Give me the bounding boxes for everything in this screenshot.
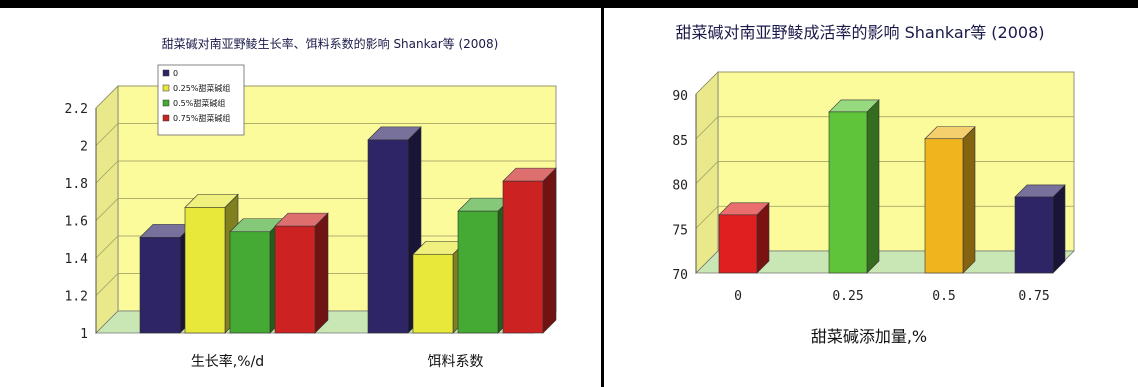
bar-front: [457, 210, 499, 334]
y-tick-label: 1: [80, 327, 88, 342]
y-tick-label: 1.2: [65, 290, 88, 305]
bar-front: [367, 139, 409, 334]
gridline: [95, 123, 556, 146]
bar-0: [718, 202, 770, 274]
bar-feed-series-2: [457, 197, 512, 334]
bar-growth-series-3: [274, 212, 329, 334]
gridline: [95, 85, 556, 109]
y-tick-label: 85: [672, 134, 688, 149]
x-category-label: 饵料系数: [428, 354, 484, 370]
bar-0.5: [924, 126, 976, 274]
y-tick-label: 1.4: [65, 252, 89, 267]
x-category-label: 生长率,%/d: [191, 353, 264, 370]
gridline: [695, 71, 1074, 95]
bar-front: [718, 214, 758, 274]
legend-swatch: [162, 84, 170, 92]
bar-front: [139, 237, 181, 334]
growth-feed-chart: 甜菜碱对南亚野鲮生长率、饵料系数的影响 Shankar等 (2008) 1 1.2…: [65, 36, 557, 370]
legend-box: [157, 64, 245, 136]
bar-side: [314, 212, 329, 334]
bar-growth-series-0: [139, 223, 194, 334]
legend-entry: 0.5%甜菜碱组: [173, 98, 225, 108]
bar-side: [542, 167, 557, 334]
bar-front: [184, 207, 226, 334]
survival-chart-panel: 甜菜碱对南亚野鲮成活率的影响 Shankar等 (2008) 70 75 80 85 9…: [604, 8, 1138, 387]
bar-feed-series-0: [367, 126, 422, 334]
bar-front: [229, 231, 271, 334]
legend-entry: 0.75%甜菜碱组: [173, 113, 230, 123]
bar-front: [828, 111, 868, 274]
y-tick-label: 2: [80, 140, 88, 155]
bar-front: [924, 138, 964, 274]
x-tick-label: 0: [734, 289, 742, 304]
y-tick-label: 80: [672, 179, 688, 194]
x-axis-label: 甜菜碱添加量,%: [811, 327, 927, 346]
top-border: [0, 0, 1138, 8]
y-tick-label: 2.2: [65, 102, 88, 117]
bar-front: [1014, 196, 1054, 274]
y-tick-label: 1.6: [65, 215, 88, 230]
y-tick-label: 1.8: [65, 177, 88, 192]
bar-0.25: [828, 99, 880, 274]
y-tick-label: 90: [672, 89, 688, 104]
gridline: [695, 116, 1074, 139]
legend-swatch: [162, 99, 170, 107]
bar-side: [1052, 184, 1066, 274]
bar-front: [502, 180, 544, 334]
bar-0.75: [1014, 184, 1066, 274]
legend-swatch: [162, 114, 170, 122]
bar-front: [274, 225, 316, 334]
panel-divider: [601, 8, 604, 387]
legend-entry: 0: [173, 69, 178, 78]
bar-side: [866, 99, 880, 274]
x-tick-label: 0.25: [832, 289, 863, 304]
bar-front: [412, 253, 454, 334]
x-tick-label: 0.75: [1018, 289, 1049, 304]
bar-feed-series-3: [502, 167, 557, 334]
growth-feed-chart-panel: 甜菜碱对南亚野鲮生长率、饵料系数的影响 Shankar等 (2008) 1 1.2…: [0, 8, 601, 387]
bar-side: [962, 126, 976, 274]
legend-swatch: [162, 69, 170, 77]
chart-title: 甜菜碱对南亚野鲮成活率的影响 Shankar等 (2008): [676, 23, 1045, 42]
chart-title: 甜菜碱对南亚野鲮生长率、饵料系数的影响 Shankar等 (2008): [162, 36, 499, 51]
legend-entry: 0.25%甜菜碱组: [173, 83, 230, 93]
survival-chart: 甜菜碱对南亚野鲮成活率的影响 Shankar等 (2008) 70 75 80 85 9…: [672, 23, 1075, 346]
y-tick-label: 70: [672, 268, 688, 283]
y-tick-label: 75: [672, 223, 688, 238]
legend: 0 0.25%甜菜碱组 0.5%甜菜碱组 0.75%甜菜碱组: [157, 64, 245, 136]
x-tick-label: 0.5: [932, 289, 955, 304]
